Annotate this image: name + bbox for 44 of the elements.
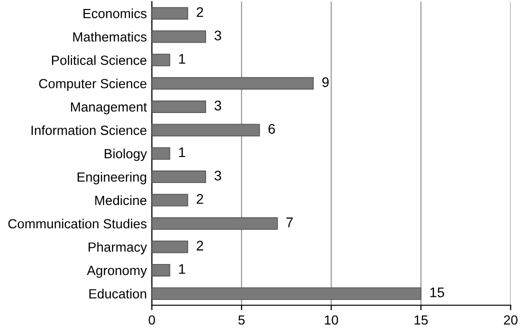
y-tick-label: Agronomy [86,266,147,278]
data-label: 3 [214,170,222,181]
bar [152,54,170,66]
bar [152,194,188,206]
data-label: 15 [430,288,444,298]
data-label: 6 [268,124,275,134]
data-label: 7 [286,218,293,228]
data-label: 1 [179,264,186,274]
y-tick-label: Communication Studies [8,218,147,228]
y-tick-label: Education [89,288,146,298]
y-tick-label: Computer Science [39,78,146,91]
y-tick-label: Economics [84,8,147,18]
y-tick-label: Political Science [52,55,146,65]
x-tick-label: 10 [324,315,338,325]
data-label: 1 [179,147,186,158]
bar [152,7,188,20]
bar [152,77,314,90]
x-tick-label: 0 [148,315,155,325]
bar [152,100,206,113]
bar [152,170,206,184]
bar [152,240,188,254]
bar [152,30,206,43]
data-label: 9 [322,77,329,88]
bar [152,147,170,160]
y-tick-label: Engineering [78,172,146,184]
data-label: 1 [179,54,186,64]
y-tick-label: Management [71,102,147,114]
y-tick-label: Biology [104,148,147,161]
data-label: 2 [196,7,204,17]
data-label: 3 [214,30,222,40]
y-tick-label: Pharmacy [88,242,147,254]
y-tick-label: Information Science [32,125,146,136]
data-label: 3 [214,100,222,110]
bar [152,124,260,136]
y-tick-label: Mathematics [73,32,147,42]
bar [152,217,278,230]
y-tick-label: Medicine [95,195,146,206]
x-tick-label: 15 [414,315,428,325]
bar [152,287,422,300]
bar [152,264,170,276]
x-tick-label: 20 [504,315,518,325]
x-tick-label: 5 [238,315,245,325]
data-label: 2 [196,194,204,204]
data-label: 2 [196,240,204,250]
